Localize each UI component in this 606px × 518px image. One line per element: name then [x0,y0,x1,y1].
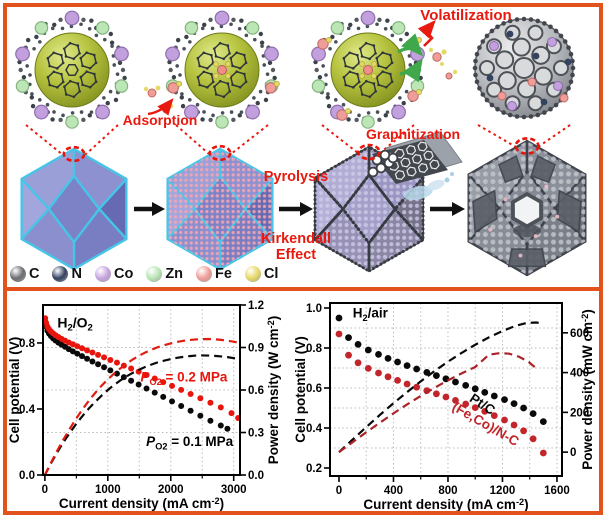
vapor-wisps [403,172,454,201]
svg-text:0.0: 0.0 [19,470,35,482]
svg-text:800: 800 [438,485,457,497]
svg-text:1.0: 1.0 [306,303,322,315]
adsorption-label: Adsorption [122,112,198,128]
atom-sphere-icon [52,266,69,282]
kirkendall-effect-label: Kirkendall Effect [260,231,332,264]
series-layer [42,315,241,476]
chart-annotation: PO2 = 0.2 MPa [141,370,228,387]
molecular-cage-1 [15,10,129,129]
volatilization-arrows [397,20,458,83]
svg-text:1200: 1200 [490,485,516,497]
series-dashed-line [338,321,544,453]
pyrolysis-label: Pyrolysis [263,169,329,185]
legend-item-n: N [52,266,82,282]
legend-item-zn: Zn [146,266,183,282]
svg-text:1000: 1000 [95,484,121,496]
y-axis-right-label: Power density (W cm-2) [266,316,281,464]
svg-text:0.9: 0.9 [248,343,264,355]
chart-annotation: H2/O2 [57,314,93,333]
panel-divider [3,287,603,291]
h2-o2-performance-chart: 0 1000 2000 30000.00.40.80.00.30.60.91.2Cur… [7,300,281,511]
series-dashed-line [338,352,538,454]
svg-text:200: 200 [570,407,589,419]
x-axis-label: Current density (mA cm-2) [59,496,224,511]
graphitization-label: Graphitization [365,126,461,142]
svg-text:0.4: 0.4 [306,423,323,435]
series-scatter [335,330,547,457]
series-dashed-line [43,354,241,476]
svg-text:0.6: 0.6 [306,383,322,395]
legend-item-c: C [10,266,39,282]
legend-item-co: Co [94,266,134,282]
y-axis-left-label: Cell potential (V) [7,337,22,444]
synthesis-schematic [15,10,587,277]
step-arrow-1 [134,202,165,216]
atom-legend: C N Co Zn Fe Cl [10,266,278,282]
atom-sphere-icon [244,266,261,282]
svg-text:0.2: 0.2 [306,463,322,475]
y-axis-left-label: Cell potential (V) [293,336,308,443]
series-scatter [335,314,547,425]
graphene-sheet [367,131,463,184]
vertex-highlight-circle [514,137,540,155]
svg-text:1.2: 1.2 [248,300,264,312]
svg-text:400: 400 [384,485,403,497]
y-axis-right-label: Power density (mW cm-2) [580,309,595,469]
svg-text:0: 0 [570,447,576,459]
fullerene-cage [472,16,576,120]
svg-text:1600: 1600 [544,485,570,497]
svg-text:0: 0 [336,485,342,497]
zif-polyhedron [20,147,128,271]
legend-label: Cl [263,266,279,282]
atom-sphere-icon [10,266,26,282]
chart-annotation: H2/air [353,306,389,323]
plot-grid [330,303,562,476]
atom-sphere-icon [94,266,111,282]
svg-text:0.4: 0.4 [19,404,36,416]
molecular-cage-3 [311,10,425,129]
axes: 0 400 800 1200 1600 0.2 0.4 0.6 0.8 1.0 0 200 400 600 [306,302,589,497]
series-dashed-line [43,337,241,476]
legend-label: Fe [215,266,232,282]
step-arrow-2 [279,202,313,216]
legend-label: Co [113,266,134,282]
chart-annotation: PO2 = 0.1 MPa [146,434,233,451]
svg-text:0.8: 0.8 [19,338,36,350]
magnifier-funnel-lines [25,124,571,156]
legend-item-cl: Cl [244,266,279,282]
molecular-cage-2 [165,10,280,129]
svg-text:0: 0 [42,484,48,496]
svg-text:400: 400 [570,368,589,380]
atom-sphere-icon [196,266,213,282]
step-arrow-3 [430,202,465,216]
svg-text:0.3: 0.3 [248,428,264,440]
legend-label: N [71,266,82,282]
atom-sphere-icon [146,266,163,282]
h2-air-performance-chart: 0 400 800 1200 1600 0.2 0.4 0.6 0.8 1.0 0 200 400 600… [293,302,595,512]
svg-text:2000: 2000 [158,484,184,496]
svg-text:0.8: 0.8 [306,343,323,355]
legend-item-fe: Fe [196,266,232,282]
series-layer [335,314,547,457]
volatilization-label: Volatilization [420,7,512,24]
series-scatter [42,315,241,422]
vertex-highlight-circle [62,145,86,163]
fe-adsorbed-polyhedron [166,147,274,271]
svg-text:3000: 3000 [221,484,247,496]
x-axis-label: Current density (mA cm-2) [363,497,528,512]
legend-label: Zn [165,266,184,282]
hollow-carbon-polyhedron [467,139,587,277]
svg-text:0.0: 0.0 [248,470,264,482]
adsorbing-molecules [143,85,174,116]
svg-text:0.6: 0.6 [248,385,264,397]
vertex-highlight-circle [208,144,232,162]
vertex-highlight-circle [357,143,381,161]
series-scatter [42,318,231,432]
legend-label: C [29,266,40,282]
svg-text:600: 600 [570,328,589,340]
